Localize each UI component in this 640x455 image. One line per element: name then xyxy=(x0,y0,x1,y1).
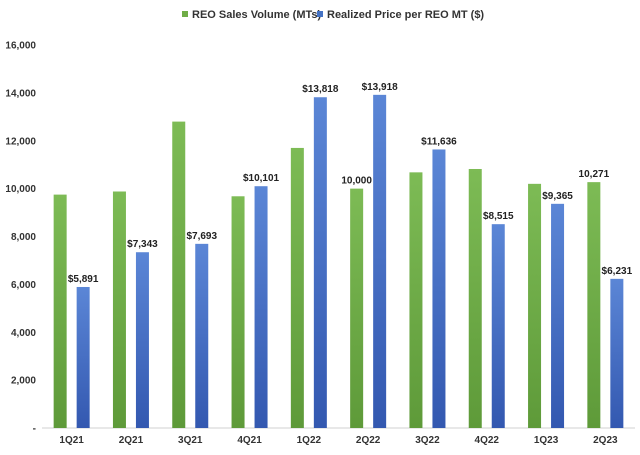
bar-volume-1Q21 xyxy=(53,194,67,428)
bar-price-1Q23 xyxy=(551,203,565,428)
data-label-volume-2Q22: 10,000 xyxy=(341,176,372,187)
bar-price-2Q22 xyxy=(373,94,387,428)
x-axis: 1Q21 2Q21 3Q21 4Q21 1Q22 2Q22 3Q22 4Q22 1Q23 2Q23 xyxy=(42,427,635,446)
bar-price-1Q22 xyxy=(313,97,327,428)
y-tick-label: 16,000 xyxy=(5,41,36,52)
x-tick-label-3Q22: 3Q22 xyxy=(415,435,440,446)
y-tick-label: 2,000 xyxy=(11,376,36,387)
x-tick-label-1Q22: 1Q22 xyxy=(297,435,322,446)
bar-volume-4Q22 xyxy=(468,168,482,428)
x-tick-label-1Q21: 1Q21 xyxy=(59,435,84,446)
legend-swatch-1 xyxy=(182,11,188,17)
y-tick-label: 14,000 xyxy=(5,88,36,99)
y-tick-label: 4,000 xyxy=(11,328,36,339)
bar-volume-2Q22 xyxy=(350,188,364,428)
bar-price-4Q21 xyxy=(254,186,268,428)
y-tick-label: 6,000 xyxy=(11,280,36,291)
bar-volume-1Q22 xyxy=(290,147,304,428)
y-tick-label: 10,000 xyxy=(5,184,36,195)
data-label-price-1Q23: $9,365 xyxy=(542,191,573,202)
bar-volume-1Q23 xyxy=(528,183,542,428)
bar-price-2Q21 xyxy=(135,252,149,428)
x-tick-label-2Q23: 2Q23 xyxy=(593,435,618,446)
data-label-volume-2Q23: 10,271 xyxy=(579,169,610,180)
y-tick-label: - xyxy=(33,424,36,435)
bar-price-1Q21 xyxy=(76,286,90,428)
data-label-price-1Q21: $5,891 xyxy=(68,274,99,285)
bar-price-4Q22 xyxy=(491,224,505,428)
y-tick-label: 12,000 xyxy=(5,136,36,147)
x-tick-label-4Q21: 4Q21 xyxy=(237,435,262,446)
legend-label-1: REO Sales Volume (MTs) xyxy=(192,9,322,21)
data-label-price-2Q22: $13,918 xyxy=(362,82,399,93)
data-label-price-2Q23: $6,231 xyxy=(602,266,633,277)
data-label-price-1Q22: $13,818 xyxy=(302,84,339,95)
bar-price-2Q23 xyxy=(610,278,624,428)
legend-swatch-2 xyxy=(317,11,323,17)
x-tick-label-3Q21: 3Q21 xyxy=(178,435,203,446)
legend-label-2: Realized Price per REO MT ($) xyxy=(327,9,484,21)
data-label-price-2Q21: $7,343 xyxy=(127,239,158,250)
x-tick-label-1Q23: 1Q23 xyxy=(534,435,559,446)
y-tick-label: 8,000 xyxy=(11,232,36,243)
data-label-price-4Q21: $10,101 xyxy=(243,173,280,184)
bar-volume-3Q22 xyxy=(409,172,423,428)
bars xyxy=(53,94,624,428)
bar-volume-3Q21 xyxy=(172,121,186,428)
data-label-price-3Q22: $11,636 xyxy=(421,136,457,147)
bar-volume-4Q21 xyxy=(231,196,245,428)
x-tick-label-2Q22: 2Q22 xyxy=(356,435,381,446)
bar-volume-2Q21 xyxy=(112,191,126,428)
y-axis: - 2,000 4,000 6,000 8,000 10,000 12,000 14,000 1… xyxy=(5,41,36,435)
data-labels: $5,891 $7,343 $7,693 $10,101 $13,818 10,000 $1… xyxy=(68,82,633,285)
x-tick-label-4Q22: 4Q22 xyxy=(475,435,500,446)
bar-price-3Q22 xyxy=(432,149,446,428)
legend: REO Sales Volume (MTs) Realized Price per… xyxy=(182,9,484,21)
data-label-price-3Q21: $7,693 xyxy=(186,231,217,242)
x-tick-label-2Q21: 2Q21 xyxy=(119,435,144,446)
data-label-price-4Q22: $8,515 xyxy=(483,211,514,222)
bar-price-3Q21 xyxy=(195,243,209,428)
bar-volume-2Q23 xyxy=(587,182,601,428)
